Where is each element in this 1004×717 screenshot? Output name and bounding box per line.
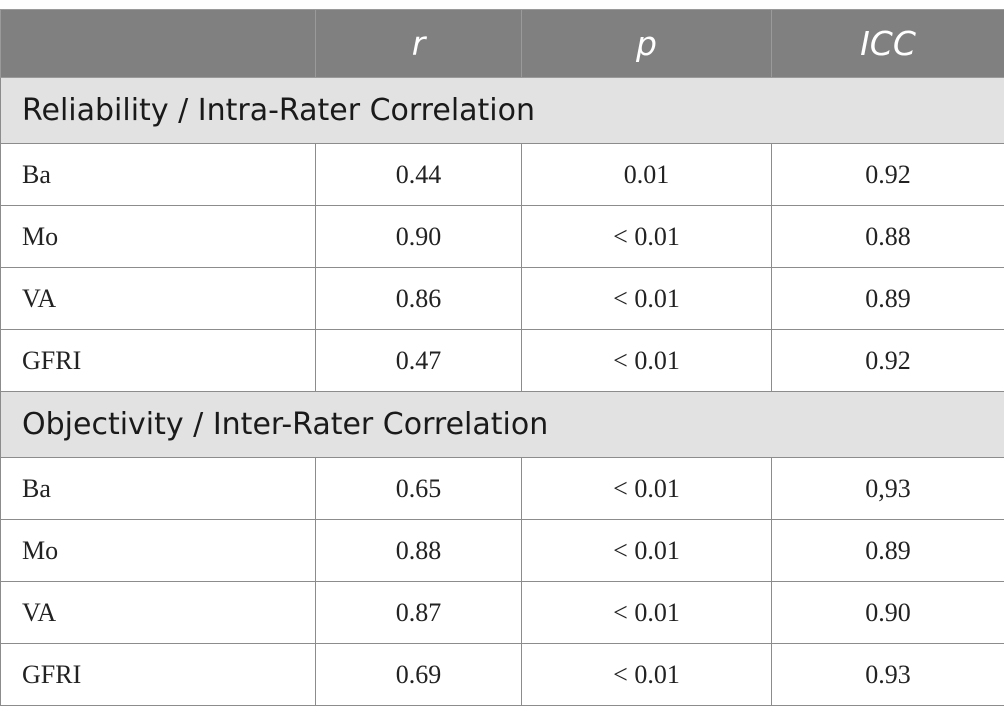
table-row: VA 0.87 < 0.01 0.90: [0, 581, 1004, 644]
section-header-objectivity: Objectivity / Inter-Rater Correlation: [0, 391, 1004, 458]
table-row: Ba 0.65 < 0.01 0,93: [0, 457, 1004, 520]
row-label: Ba: [0, 143, 316, 206]
table-row: GFRI 0.47 < 0.01 0.92: [0, 329, 1004, 392]
table-row: Mo 0.90 < 0.01 0.88: [0, 205, 1004, 268]
cell-r: 0.65: [315, 457, 522, 520]
statistics-table: r p ICC Reliability / Intra-Rater Correl…: [0, 9, 1004, 706]
row-label: Mo: [0, 519, 316, 582]
row-label: GFRI: [0, 329, 316, 392]
cell-icc: 0.90: [771, 581, 1004, 644]
section-title: Reliability / Intra-Rater Correlation: [0, 77, 1004, 144]
row-label: VA: [0, 267, 316, 330]
cell-p: 0.01: [521, 143, 772, 206]
cell-icc: 0.89: [771, 267, 1004, 330]
cell-p: < 0.01: [521, 267, 772, 330]
cell-p: < 0.01: [521, 643, 772, 706]
table-row: Ba 0.44 0.01 0.92: [0, 143, 1004, 206]
cell-p: < 0.01: [521, 457, 772, 520]
table-row: VA 0.86 < 0.01 0.89: [0, 267, 1004, 330]
cell-r: 0.87: [315, 581, 522, 644]
header-icc: ICC: [771, 9, 1004, 78]
cell-r: 0.69: [315, 643, 522, 706]
cell-icc: 0.89: [771, 519, 1004, 582]
cell-icc: 0.93: [771, 643, 1004, 706]
cell-icc: 0.92: [771, 143, 1004, 206]
cell-r: 0.90: [315, 205, 522, 268]
cell-p: < 0.01: [521, 329, 772, 392]
cell-icc: 0,93: [771, 457, 1004, 520]
section-header-reliability: Reliability / Intra-Rater Correlation: [0, 77, 1004, 144]
row-label: Mo: [0, 205, 316, 268]
cell-icc: 0.92: [771, 329, 1004, 392]
cell-r: 0.86: [315, 267, 522, 330]
cell-r: 0.47: [315, 329, 522, 392]
cell-p: < 0.01: [521, 519, 772, 582]
row-label: GFRI: [0, 643, 316, 706]
cell-icc: 0.88: [771, 205, 1004, 268]
cell-p: < 0.01: [521, 205, 772, 268]
section-title: Objectivity / Inter-Rater Correlation: [0, 391, 1004, 458]
cell-r: 0.88: [315, 519, 522, 582]
table-header-row: r p ICC: [0, 9, 1004, 78]
table-row: Mo 0.88 < 0.01 0.89: [0, 519, 1004, 582]
table-row: GFRI 0.69 < 0.01 0.93: [0, 643, 1004, 706]
header-blank-cell: [0, 9, 316, 78]
cell-p: < 0.01: [521, 581, 772, 644]
header-p: p: [521, 9, 772, 78]
cell-r: 0.44: [315, 143, 522, 206]
row-label: VA: [0, 581, 316, 644]
header-r: r: [315, 9, 522, 78]
row-label: Ba: [0, 457, 316, 520]
